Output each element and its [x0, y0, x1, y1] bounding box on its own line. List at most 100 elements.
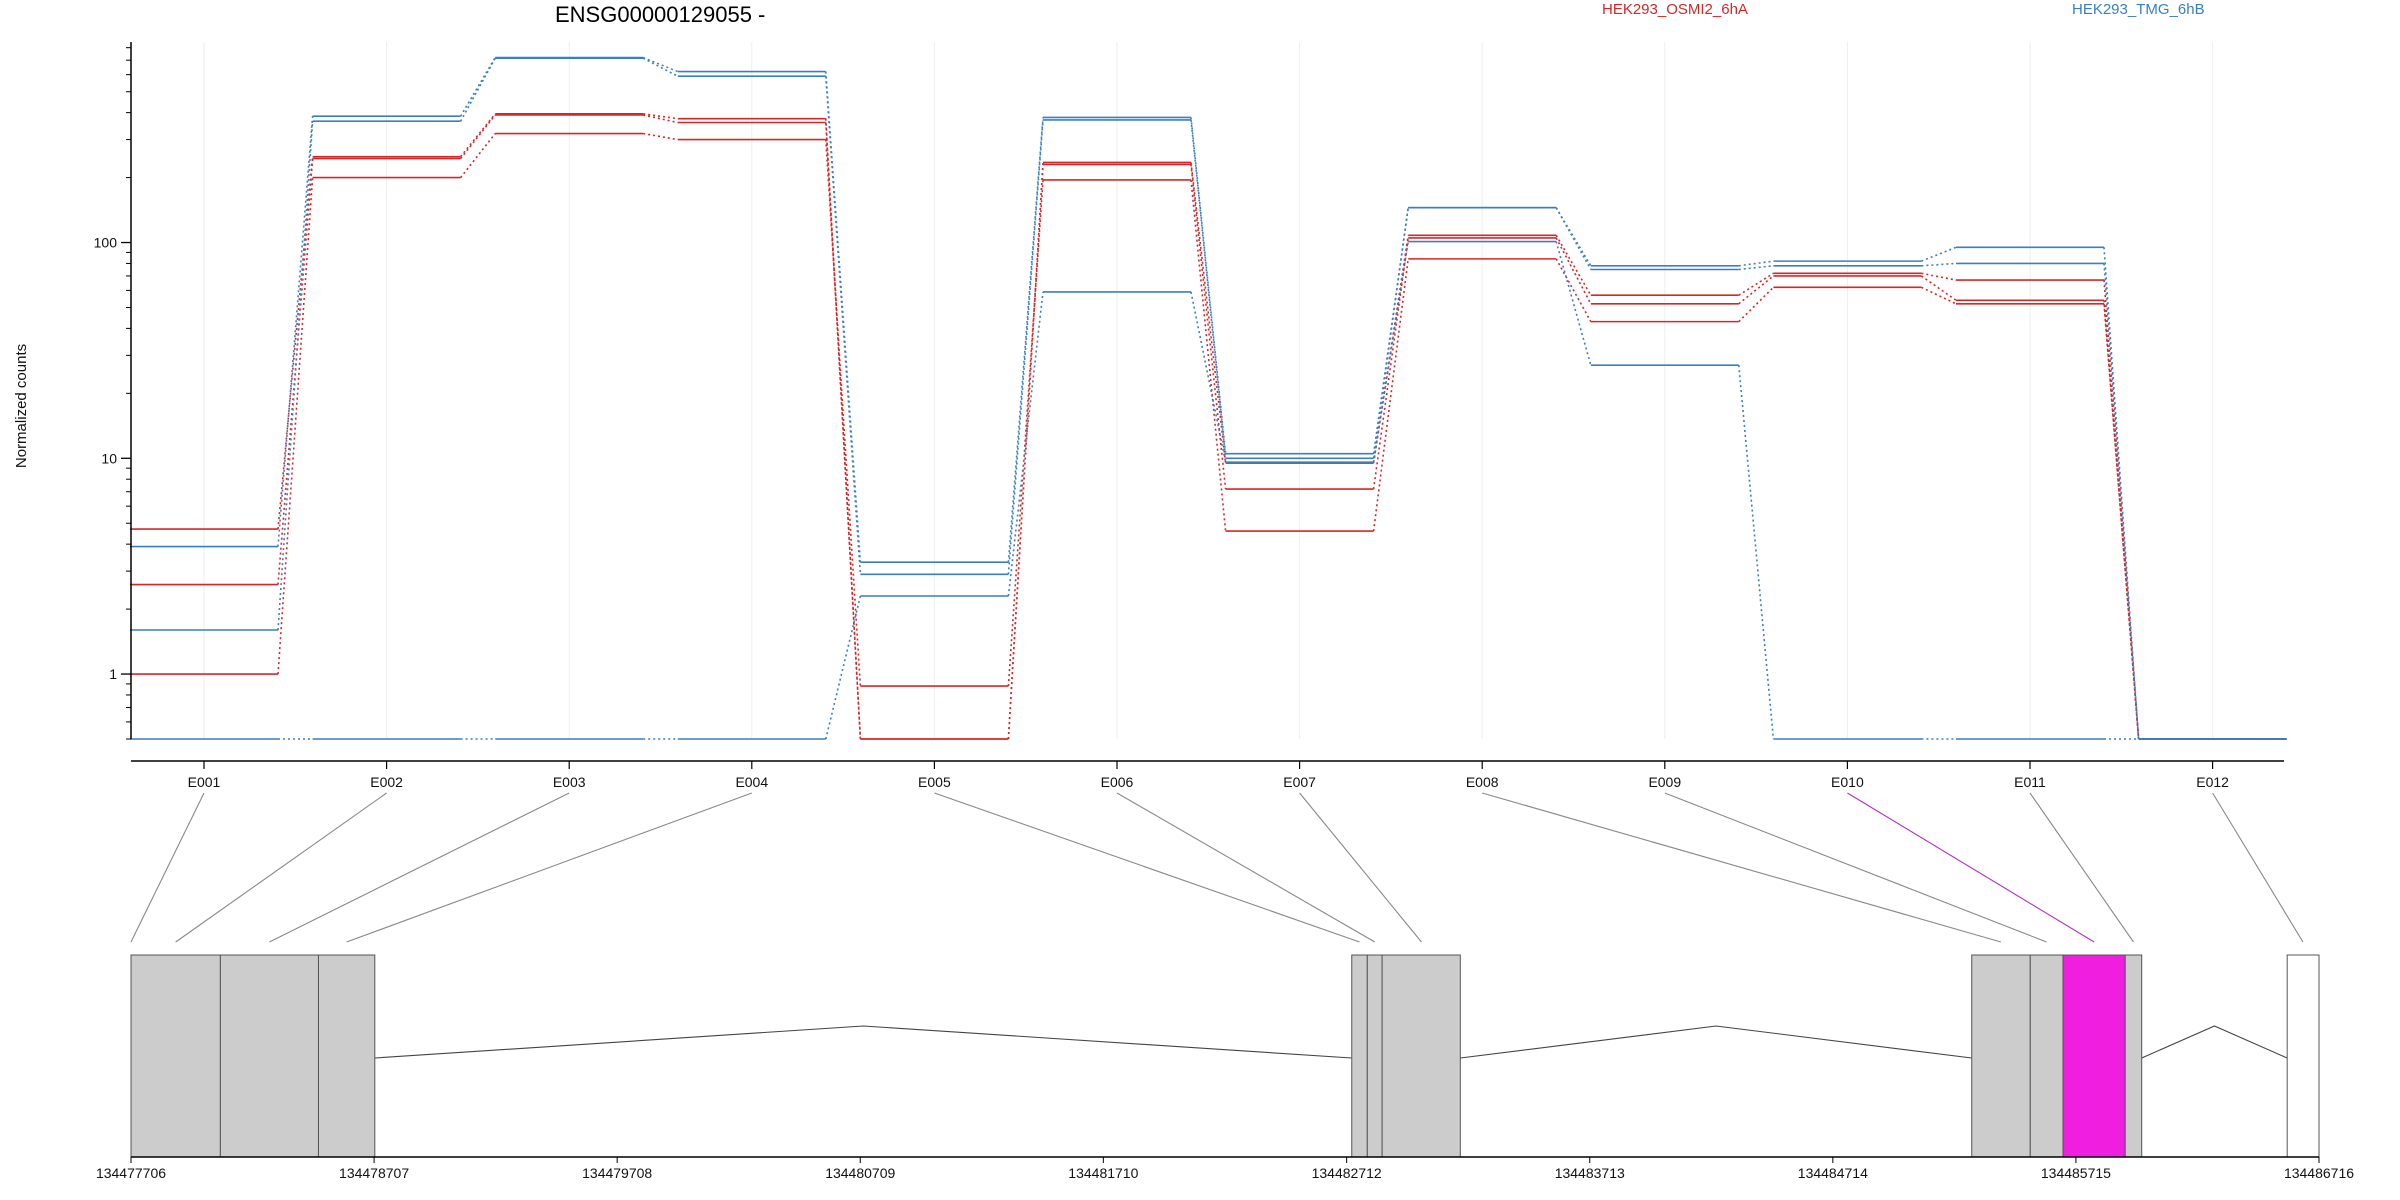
data-connector: [642, 57, 679, 77]
data-connector: [1738, 275, 1774, 305]
data-connector: [1190, 117, 1227, 454]
data-connector: [643, 132, 678, 141]
series-line-3: [130, 56, 2287, 740]
data-connector: [1190, 162, 1227, 464]
x-tick-label: E003: [553, 774, 586, 790]
series-line-5: [130, 240, 2287, 740]
series-line-4: [130, 57, 2287, 740]
intron-line: [374, 1025, 1352, 1059]
data-connector: [277, 121, 314, 631]
chart-title: ENSG00000129055 -: [555, 2, 765, 27]
grid-lines: [203, 42, 2214, 739]
genomic-tick-label: 134479708: [582, 1165, 652, 1181]
x-tick-label: E001: [188, 774, 221, 790]
x-tick-label: E010: [1831, 774, 1864, 790]
x-tick-label: E007: [1283, 774, 1316, 790]
connector-line: [130, 792, 205, 943]
series-line-1: [130, 114, 2287, 740]
x-tick-label: E006: [1101, 774, 1134, 790]
data-connector: [643, 113, 678, 120]
data-connector: [1372, 235, 1409, 464]
legend-osmi2: HEK293_OSMI2_6hA: [1602, 1, 1748, 18]
data-connector: [1921, 246, 1957, 262]
exon-box: [2029, 954, 2064, 1158]
data-connector: [1190, 291, 1227, 463]
data-connector: [1007, 117, 1044, 563]
data-connector: [1738, 365, 1775, 740]
connector-line: [346, 792, 752, 943]
y-ticks: 1 10 100: [94, 47, 131, 740]
x-tick-label: E008: [1466, 774, 1499, 790]
genomic-tick-label: 134478707: [339, 1165, 409, 1181]
data-connector: [2103, 263, 2140, 740]
data-connector: [1555, 237, 1592, 305]
genomic-tick-label: 134486716: [2284, 1165, 2354, 1181]
data-connector: [1738, 272, 1774, 296]
data-connector: [1738, 260, 1774, 267]
data-connector: [1007, 179, 1044, 687]
connector-line: [2029, 792, 2134, 943]
genomic-tick-label: 134480709: [825, 1165, 895, 1181]
exon-box: [1381, 954, 1461, 1158]
exon-box: [317, 954, 376, 1158]
data-connector: [1738, 286, 1774, 323]
y-axis-label: Normalized counts: [13, 344, 30, 468]
data-connector: [642, 56, 679, 73]
exon-box: [2062, 954, 2126, 1158]
legend-tmg: HEK293_TMG_6hB: [2072, 1, 2205, 18]
genomic-tick-label: 134484714: [1798, 1165, 1868, 1181]
x-tick-label: E009: [1648, 774, 1681, 790]
data-connector: [459, 114, 496, 160]
data-connector: [1372, 258, 1409, 532]
connector-line: [1664, 792, 2047, 943]
series-line-2: [130, 132, 2287, 740]
data-connector: [1190, 119, 1227, 459]
exon-box: [219, 954, 319, 1158]
data-connector: [1007, 119, 1044, 575]
exon-box: [1351, 954, 1368, 1158]
genomic-tick-label: 134483713: [1555, 1165, 1625, 1181]
connector-line: [269, 792, 570, 943]
connector-line-highlight: [1847, 792, 2095, 943]
data-connector: [1007, 164, 1044, 740]
data-connector: [277, 156, 314, 530]
data-connector: [825, 139, 862, 687]
data-connector: [1555, 241, 1592, 366]
exon-box: [2286, 954, 2320, 1158]
data-connector: [277, 158, 314, 585]
y-tick-label: 100: [94, 235, 118, 251]
exon-box: [2124, 954, 2143, 1158]
genomic-tick-label: 134485715: [2041, 1165, 2111, 1181]
x-ticks: E001 E002 E003 E004 E005 E006 E007 E008 E009 E010…: [188, 761, 2229, 790]
exon-box: [1971, 954, 2031, 1158]
intron-line: [2141, 1025, 2288, 1059]
intron-line: [1460, 1025, 1972, 1059]
genomic-tick-label: 134482712: [1312, 1165, 1382, 1181]
connector-line: [1116, 792, 1376, 943]
x-tick-label: E004: [735, 774, 768, 790]
x-tick-label: E011: [2014, 774, 2046, 790]
data-connector: [1921, 286, 1957, 305]
connector-line: [2212, 792, 2304, 943]
data-connector: [825, 595, 862, 740]
y-tick-label: 1: [109, 666, 117, 682]
data-connector: [643, 114, 678, 124]
x-tick-label: E005: [918, 774, 951, 790]
data-connector: [1372, 241, 1409, 463]
y-tick-label: 10: [101, 450, 117, 466]
connector-line: [175, 792, 387, 943]
connector-line: [1299, 792, 1422, 943]
data-connector: [825, 76, 862, 575]
data-connector: [459, 57, 496, 117]
data-connector: [1555, 207, 1592, 270]
data-connector: [459, 113, 496, 158]
data-connector: [1190, 179, 1227, 532]
data-connector: [1007, 291, 1044, 597]
data-connector: [459, 133, 496, 179]
gene-model: [130, 954, 2320, 1158]
data-connector: [1555, 258, 1592, 322]
genomic-axis: 134477706 134478707 134479708 134480709 1344…: [96, 1156, 2354, 1181]
data-connector: [1921, 272, 1957, 281]
exon-connectors: [130, 792, 2304, 943]
